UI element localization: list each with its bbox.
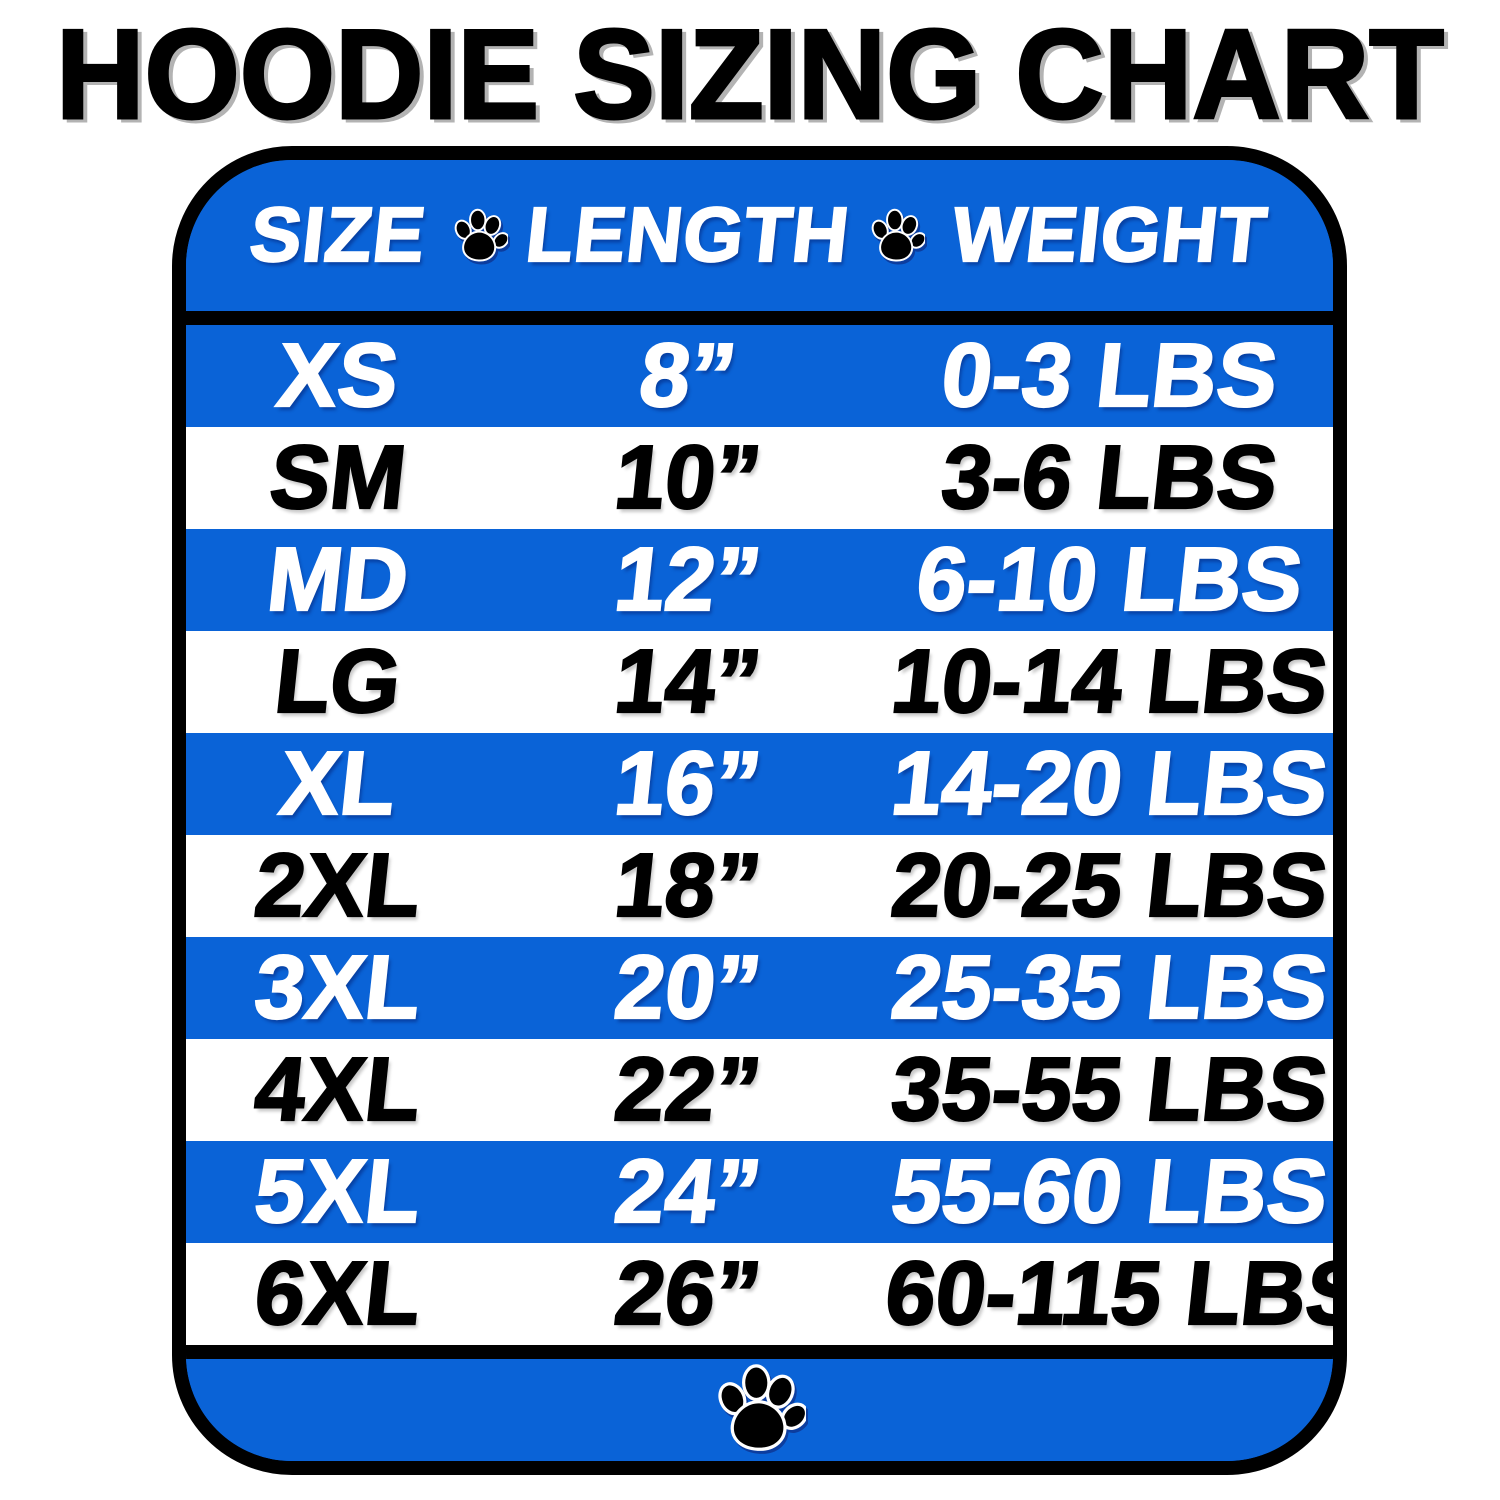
size-value: LG: [269, 631, 407, 733]
weight-value: 14-20 LBS: [885, 733, 1333, 835]
paw-icon: [452, 206, 508, 266]
length-value: 8”: [634, 325, 742, 427]
table-row-sm: SM 10” 3-6 LBS: [186, 427, 1333, 529]
length-value: 24”: [609, 1141, 767, 1243]
length-value: 22”: [609, 1039, 767, 1141]
sizing-table: SIZE LENGTH WEIGHT XS 8” 0-3 LBS SM 10” …: [172, 146, 1347, 1475]
weight-value: 10-14 LBS: [885, 631, 1333, 733]
weight-value: 55-60 LBS: [885, 1141, 1333, 1243]
size-value: XL: [274, 733, 402, 835]
table-row-6xl: 6XL 26” 60-115 LBS: [186, 1243, 1333, 1345]
table-row-4xl: 4XL 22” 35-55 LBS: [186, 1039, 1333, 1141]
size-value: 3XL: [249, 937, 427, 1039]
size-value: 6XL: [249, 1243, 427, 1345]
table-row-5xl: 5XL 24” 55-60 LBS: [186, 1141, 1333, 1243]
size-value: XS: [272, 325, 405, 427]
length-value: 12”: [609, 529, 767, 631]
paw-icon: [869, 206, 925, 266]
length-value: 14”: [609, 631, 767, 733]
table-row-3xl: 3XL 20” 25-35 LBS: [186, 937, 1333, 1039]
column-header-weight: WEIGHT: [947, 191, 1272, 279]
length-value: 18”: [609, 835, 767, 937]
weight-value: 6-10 LBS: [910, 529, 1308, 631]
paw-icon: [714, 1360, 806, 1458]
size-value: SM: [264, 427, 412, 529]
table-row-xl: XL 16” 14-20 LBS: [186, 733, 1333, 835]
length-value: 20”: [609, 937, 767, 1039]
table-header: SIZE LENGTH WEIGHT: [186, 160, 1333, 325]
weight-value: 20-25 LBS: [885, 835, 1333, 937]
weight-value: 60-115 LBS: [879, 1243, 1347, 1345]
size-value: 4XL: [249, 1039, 427, 1141]
weight-value: 0-3 LBS: [935, 325, 1283, 427]
length-value: 26”: [609, 1243, 767, 1345]
size-value: 5XL: [249, 1141, 427, 1243]
page-title: HOODIE SIZING CHART: [55, 14, 1446, 134]
table-row-lg: LG 14” 10-14 LBS: [186, 631, 1333, 733]
weight-value: 3-6 LBS: [935, 427, 1283, 529]
size-value: 2XL: [249, 835, 427, 937]
table-row-xs: XS 8” 0-3 LBS: [186, 325, 1333, 427]
table-row-2xl: 2XL 18” 20-25 LBS: [186, 835, 1333, 937]
weight-value: 35-55 LBS: [885, 1039, 1333, 1141]
table-row-md: MD 12” 6-10 LBS: [186, 529, 1333, 631]
page-title-text: HOODIE SIZING CHART: [56, 14, 1444, 134]
weight-value: 25-35 LBS: [885, 937, 1333, 1039]
column-header-length: LENGTH: [521, 191, 855, 279]
table-footer: [186, 1345, 1333, 1461]
table-body: XS 8” 0-3 LBS SM 10” 3-6 LBS MD 12” 6-10…: [186, 325, 1333, 1345]
column-header-size: SIZE: [245, 191, 431, 279]
size-value: MD: [262, 529, 415, 631]
length-value: 10”: [609, 427, 767, 529]
length-value: 16”: [609, 733, 767, 835]
